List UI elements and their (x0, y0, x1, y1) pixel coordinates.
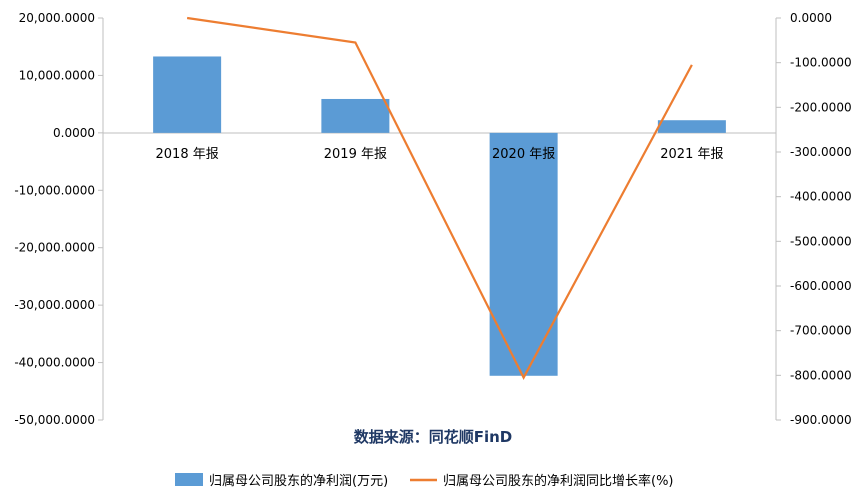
legend-bar-label: 归属母公司股东的净利润(万元) (209, 473, 388, 489)
right-tick-label: -100.0000 (790, 56, 852, 70)
right-tick-label: -700.0000 (790, 324, 852, 338)
category-label: 2018 年报 (156, 147, 219, 162)
data-source-label: 数据来源：同花顺FinD (354, 428, 513, 446)
bar-3 (489, 132, 558, 376)
right-tick-label: -800.0000 (790, 368, 852, 382)
right-tick-label: -200.0000 (790, 100, 852, 114)
legend-line-label: 归属母公司股东的净利润同比增长率(%) (443, 473, 674, 489)
left-tick-label: -20,000.0000 (14, 241, 95, 255)
right-tick-label: -500.0000 (790, 234, 852, 248)
right-tick-label: -600.0000 (790, 279, 852, 293)
category-label: 2021 年报 (660, 147, 723, 162)
bar-1 (153, 56, 222, 133)
left-tick-label: -40,000.0000 (14, 356, 95, 370)
right-tick-label: 0.0000 (790, 11, 832, 25)
right-tick-label: -300.0000 (790, 145, 852, 159)
category-label: 2020 年报 (492, 147, 555, 162)
left-tick-label: 10,000.0000 (19, 68, 95, 82)
left-tick-label: -10,000.0000 (14, 183, 95, 197)
category-label: 2019 年报 (324, 147, 387, 162)
left-tick-label: -50,000.0000 (14, 413, 95, 427)
left-tick-label: -30,000.0000 (14, 298, 95, 312)
right-tick-label: -400.0000 (790, 190, 852, 204)
left-tick-label: 20,000.0000 (19, 11, 95, 25)
left-tick-label: 0.0000 (53, 126, 95, 140)
bar-2 (321, 98, 390, 133)
right-tick-label: -900.0000 (790, 413, 852, 427)
legend-bar-swatch (175, 473, 203, 486)
growth-rate-line (186, 16, 693, 380)
bar-4 (657, 120, 726, 133)
